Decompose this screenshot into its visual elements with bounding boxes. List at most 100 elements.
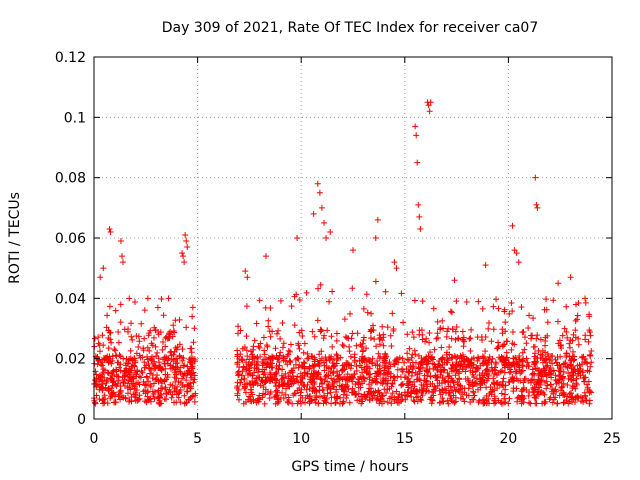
data-point <box>105 327 112 334</box>
y-axis-label: ROTI / TECUs <box>7 192 23 284</box>
data-point <box>363 363 370 370</box>
data-point <box>573 375 580 382</box>
data-point <box>584 384 591 391</box>
data-point <box>126 383 133 390</box>
data-point <box>192 390 199 397</box>
data-point <box>128 320 135 327</box>
data-point <box>236 396 243 403</box>
data-point <box>371 336 378 343</box>
data-point <box>509 308 516 315</box>
data-point <box>440 325 447 332</box>
data-point <box>415 201 422 208</box>
data-point <box>364 309 371 316</box>
data-point <box>311 378 318 385</box>
data-point <box>494 379 501 386</box>
data-point <box>127 347 134 354</box>
data-point <box>412 123 419 130</box>
data-point <box>432 385 439 392</box>
data-point <box>315 285 322 292</box>
data-point <box>354 397 361 404</box>
data-point <box>237 327 244 334</box>
data-point <box>447 308 454 315</box>
data-point <box>347 365 354 372</box>
data-point <box>349 330 356 337</box>
data-point <box>406 368 413 375</box>
data-point <box>542 342 549 349</box>
data-point <box>374 379 381 386</box>
data-point <box>534 391 541 398</box>
data-point <box>531 371 538 378</box>
data-point <box>187 380 194 387</box>
data-point <box>102 356 109 363</box>
data-point <box>151 324 158 331</box>
data-point <box>295 340 302 347</box>
data-point <box>470 389 477 396</box>
data-point <box>355 384 362 391</box>
data-point <box>480 399 487 406</box>
data-point <box>308 397 315 404</box>
data-point <box>548 353 555 360</box>
data-point <box>154 304 161 311</box>
data-point <box>414 159 421 166</box>
data-point <box>459 352 466 359</box>
data-point <box>520 379 527 386</box>
data-point <box>256 392 263 399</box>
data-point <box>391 259 398 266</box>
data-point <box>587 352 594 359</box>
data-point <box>533 395 540 402</box>
data-point <box>532 358 539 365</box>
data-point <box>453 359 460 366</box>
data-point <box>176 368 183 375</box>
data-point <box>354 330 361 337</box>
x-axis-label: GPS time / hours <box>291 459 408 475</box>
data-point <box>132 357 139 364</box>
data-point <box>299 363 306 370</box>
data-point <box>583 397 590 404</box>
data-point <box>300 349 307 356</box>
data-point <box>497 399 504 406</box>
data-point <box>420 385 427 392</box>
data-point <box>430 365 437 372</box>
data-point <box>150 380 157 387</box>
data-point <box>362 394 369 401</box>
data-point <box>289 400 296 407</box>
data-point <box>384 386 391 393</box>
data-point <box>346 399 353 406</box>
data-point <box>525 325 532 332</box>
data-point <box>165 295 172 302</box>
data-point <box>380 376 387 383</box>
data-point <box>510 360 517 367</box>
data-point <box>423 355 430 362</box>
data-point <box>469 396 476 403</box>
data-point <box>393 388 400 395</box>
data-point <box>183 324 190 331</box>
data-point <box>102 384 109 391</box>
data-point <box>383 390 390 397</box>
data-point <box>183 388 190 395</box>
data-point <box>428 394 435 401</box>
data-point <box>109 353 116 360</box>
data-point <box>314 317 321 324</box>
data-point <box>461 398 468 405</box>
data-point <box>249 353 256 360</box>
data-point <box>142 387 149 394</box>
data-point <box>144 295 151 302</box>
data-point <box>316 189 323 196</box>
data-point <box>416 368 423 375</box>
data-point <box>508 346 515 353</box>
data-point <box>279 366 286 373</box>
data-point <box>118 392 125 399</box>
data-point <box>579 354 586 361</box>
data-point <box>461 385 468 392</box>
data-point <box>438 344 445 351</box>
data-point <box>91 335 98 342</box>
data-point <box>299 332 306 339</box>
data-point <box>510 388 517 395</box>
data-point <box>307 374 314 381</box>
data-point <box>121 373 128 380</box>
data-point <box>561 325 568 332</box>
data-point <box>340 391 347 398</box>
data-point <box>347 353 354 360</box>
data-point <box>122 394 129 401</box>
data-point <box>340 342 347 349</box>
